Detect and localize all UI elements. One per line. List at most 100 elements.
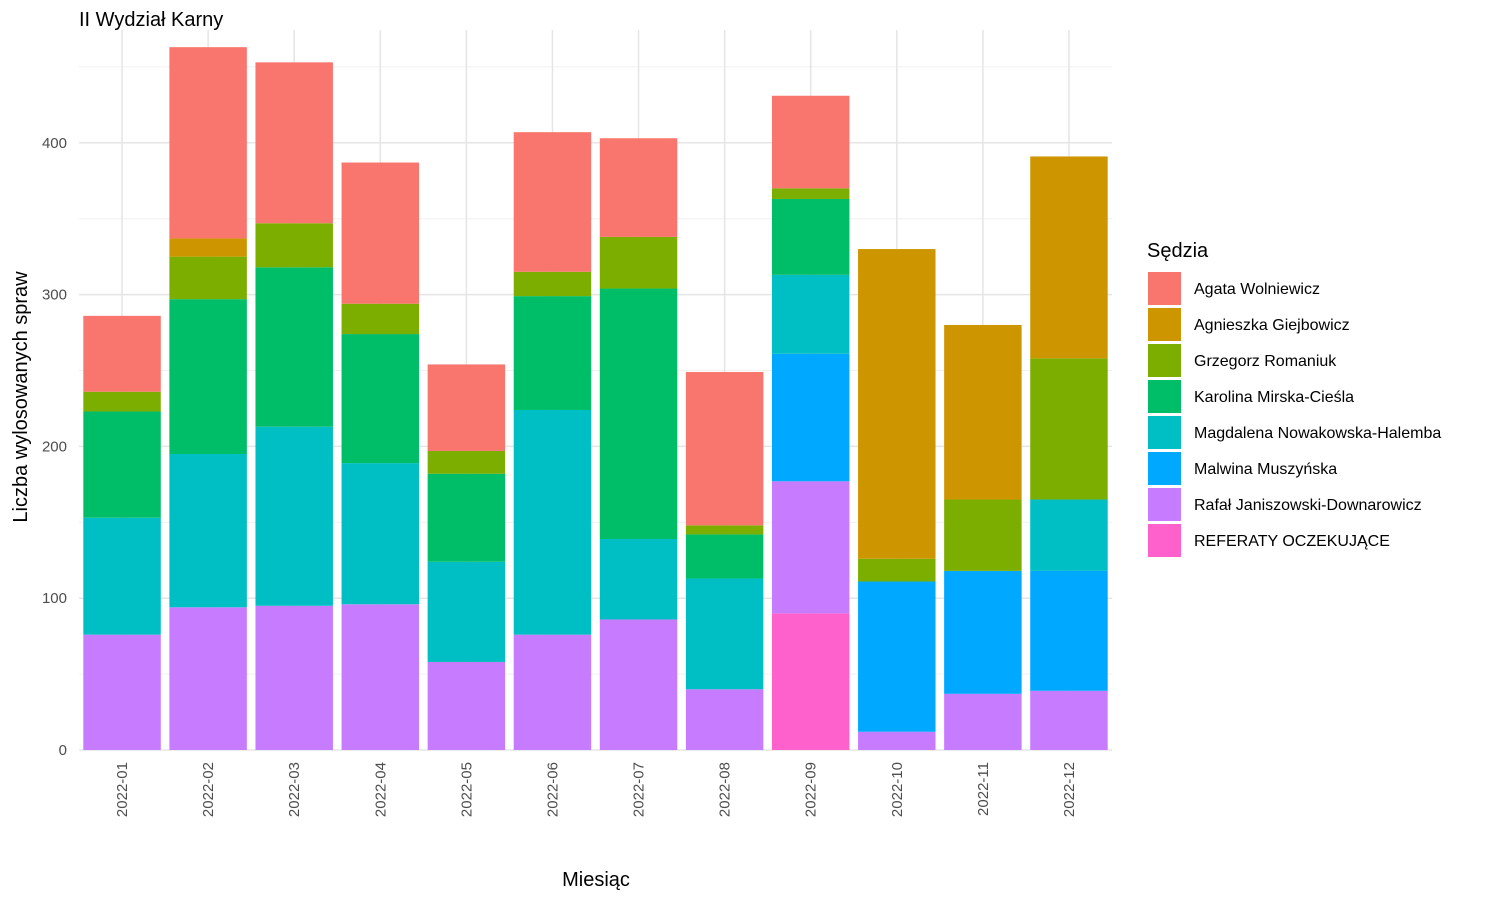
bar-segment <box>771 274 850 354</box>
bar-segment <box>944 324 1022 500</box>
x-tick-label: 2022-02 <box>200 762 217 817</box>
x-tick-label: 2022-04 <box>372 762 389 817</box>
legend-swatch <box>1148 308 1181 341</box>
bar-segment <box>83 411 161 518</box>
bar-segment <box>255 62 333 224</box>
legend-swatch <box>1148 452 1181 485</box>
bar-segment <box>255 426 333 606</box>
bar-segment <box>771 613 850 750</box>
legend-swatch <box>1148 488 1181 521</box>
bar-segment <box>685 578 764 690</box>
y-tick-label: 300 <box>42 287 67 304</box>
bar-segment <box>83 517 161 635</box>
legend-label: Karolina Mirska-Cieśla <box>1194 389 1354 406</box>
bar-segment <box>341 334 420 464</box>
legend-label: Agnieszka Giejbowicz <box>1194 317 1350 334</box>
y-axis-title: Liczba wylosowanych spraw <box>10 271 32 523</box>
x-tick-label: 2022-09 <box>803 762 820 817</box>
bar-segment <box>169 256 247 300</box>
x-tick-label: 2022-12 <box>1061 762 1078 817</box>
bar-segment <box>771 188 850 199</box>
legend-label: Grzegorz Romaniuk <box>1194 353 1337 370</box>
bar-segment <box>341 303 420 335</box>
bar-segment <box>513 634 592 750</box>
bar-segment <box>944 570 1022 694</box>
bar-segment <box>685 689 764 750</box>
legend-swatch <box>1148 416 1181 449</box>
bar-segment <box>599 619 678 750</box>
x-tick-label: 2022-03 <box>286 762 303 817</box>
x-tick-label: 2022-01 <box>114 762 131 817</box>
bar-segment <box>858 581 936 732</box>
legend-title: Sędzia <box>1147 240 1209 262</box>
bar-segment <box>513 409 592 635</box>
x-axis-title: Miesiąc <box>562 869 630 891</box>
bar-segment <box>858 249 936 559</box>
y-tick-label: 0 <box>59 742 67 759</box>
bar-segment <box>255 605 333 750</box>
bar-segment <box>1030 690 1108 750</box>
bar-segment <box>599 288 678 539</box>
bar-segment <box>599 236 678 289</box>
bar-segment <box>83 391 161 412</box>
bar-segment <box>771 198 850 275</box>
bar-segment <box>1030 156 1108 359</box>
bar-segment <box>513 271 592 297</box>
legend-swatch <box>1148 524 1181 557</box>
bar-segment <box>427 561 506 662</box>
bar-segment <box>341 604 420 750</box>
legend-label: Magdalena Nowakowska-Halemba <box>1194 425 1441 442</box>
x-tick-label: 2022-08 <box>717 762 734 817</box>
bar-segment <box>771 353 850 482</box>
bar-segment <box>944 499 1022 571</box>
bar-segment <box>255 223 333 268</box>
bar-segment <box>944 693 1022 750</box>
bar-segment <box>771 481 850 614</box>
bar-segment <box>427 473 506 562</box>
bar-segment <box>83 315 161 392</box>
y-tick-label: 100 <box>42 590 67 607</box>
legend-swatch <box>1148 344 1181 377</box>
legend-swatch <box>1148 272 1181 305</box>
bar-segment <box>685 534 764 579</box>
bar-segment <box>858 731 936 750</box>
bar-segment <box>858 558 936 582</box>
x-axis: 2022-01 2022-02 2022-03 2022-04 2022-05 2022-… <box>114 762 1078 817</box>
bar-segment <box>169 607 247 750</box>
bar-segment <box>513 296 592 410</box>
bar-segment <box>513 132 592 272</box>
bar-segment <box>599 538 678 620</box>
bars <box>83 47 1108 750</box>
x-tick-label: 2022-06 <box>544 762 561 817</box>
bar-segment <box>427 661 506 750</box>
bar-segment <box>255 267 333 427</box>
legend-label: Malwina Muszyńska <box>1194 461 1337 478</box>
bar-segment <box>169 238 247 257</box>
y-tick-label: 400 <box>42 135 67 152</box>
bar-segment <box>599 138 678 237</box>
bar-segment <box>1030 570 1108 691</box>
bar-segment <box>169 453 247 608</box>
legend-label: Agata Wolniewicz <box>1194 281 1320 298</box>
x-tick-label: 2022-05 <box>458 762 475 817</box>
chart-title: II Wydział Karny <box>79 9 223 31</box>
legend-label: REFERATY OCZEKUJĄCE <box>1194 533 1390 550</box>
bar-segment <box>685 372 764 526</box>
legend: Sędzia Agata Wolniewicz Agnieszka Giejbow… <box>1147 240 1441 557</box>
bar-segment <box>771 95 850 189</box>
bar-segment <box>341 162 420 304</box>
x-tick-label: 2022-07 <box>631 762 648 817</box>
bar-segment <box>1030 499 1108 571</box>
y-axis: 0 100 200 300 400 <box>42 135 67 759</box>
legend-label: Rafał Janiszowski-Downarowicz <box>1194 497 1422 514</box>
bar-segment <box>685 525 764 535</box>
bar-segment <box>83 634 161 750</box>
legend-swatch <box>1148 380 1181 413</box>
bar-segment <box>169 47 247 239</box>
bar-segment <box>341 463 420 605</box>
x-tick-label: 2022-11 <box>975 762 992 816</box>
bar-segment <box>427 364 506 451</box>
bar-segment <box>1030 358 1108 500</box>
bar-segment <box>169 299 247 454</box>
